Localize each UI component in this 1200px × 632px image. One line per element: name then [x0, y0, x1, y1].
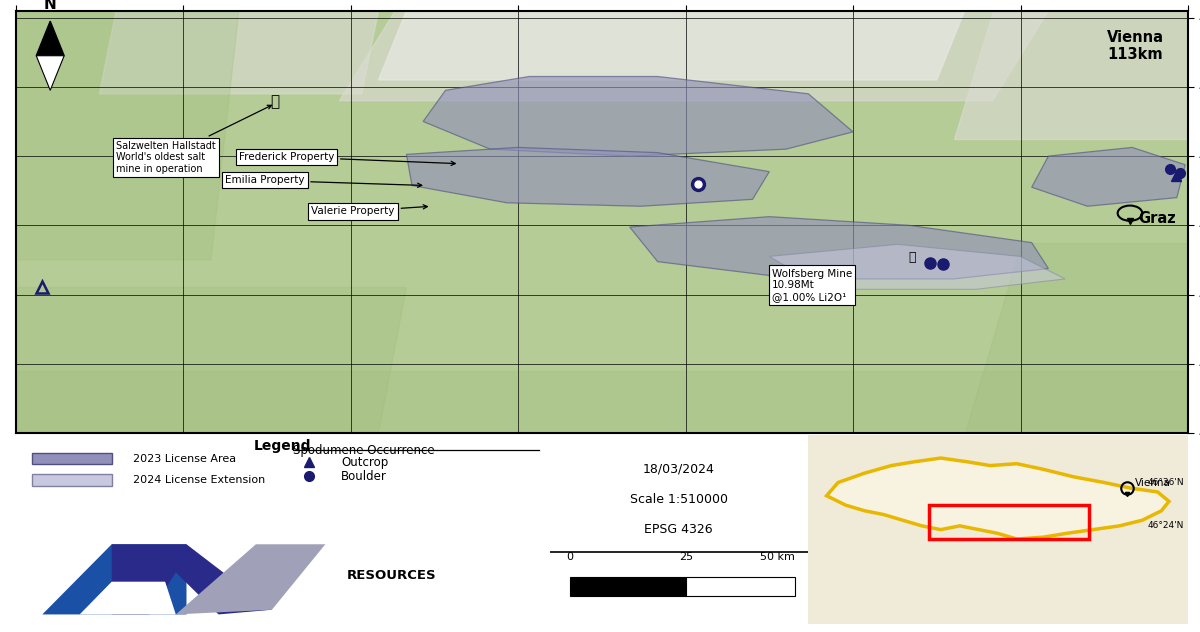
Text: Spodumene Occurrence: Spodumene Occurrence [293, 444, 434, 456]
Text: ⛏: ⛏ [271, 94, 280, 109]
Text: Valerie Property: Valerie Property [312, 205, 427, 216]
Text: Vienna
113km: Vienna 113km [1108, 30, 1164, 62]
Polygon shape [16, 370, 1199, 433]
Polygon shape [954, 11, 1199, 139]
Polygon shape [36, 56, 64, 90]
Polygon shape [827, 458, 1169, 539]
Polygon shape [79, 581, 176, 614]
FancyBboxPatch shape [31, 475, 112, 485]
Polygon shape [16, 288, 407, 433]
Text: Scale 1:510000: Scale 1:510000 [630, 493, 727, 506]
Text: Frederick Property: Frederick Property [239, 152, 455, 166]
Text: Vienna: Vienna [1135, 478, 1171, 487]
Text: 46°36'N: 46°36'N [1147, 478, 1184, 487]
Polygon shape [407, 147, 769, 206]
Text: 2024 License Extension: 2024 License Extension [133, 475, 265, 485]
Polygon shape [424, 76, 853, 156]
Polygon shape [42, 544, 186, 614]
Text: Salzwelten Hallstadt
World's oldest salt
mine in operation: Salzwelten Hallstadt World's oldest salt… [116, 106, 271, 174]
Polygon shape [769, 245, 1066, 289]
Polygon shape [16, 11, 239, 260]
Text: Legend: Legend [254, 439, 311, 453]
Polygon shape [630, 217, 1049, 279]
Bar [570, 576, 686, 595]
Text: ⛏: ⛏ [908, 251, 916, 264]
Polygon shape [176, 544, 325, 614]
FancyBboxPatch shape [31, 453, 112, 464]
Text: 0: 0 [566, 552, 574, 562]
Text: Emilia Property: Emilia Property [224, 175, 421, 187]
Polygon shape [1032, 147, 1186, 206]
Text: 46°24'N: 46°24'N [1148, 521, 1184, 530]
Polygon shape [36, 21, 64, 56]
Text: EPSG 4326: EPSG 4326 [644, 523, 713, 536]
Polygon shape [340, 11, 1049, 100]
Polygon shape [100, 11, 378, 94]
Text: Boulder: Boulder [341, 470, 388, 483]
Bar [686, 576, 794, 595]
Text: 50 km: 50 km [760, 552, 794, 562]
Text: 25: 25 [679, 552, 694, 562]
Polygon shape [378, 11, 965, 80]
Text: RESOURCES: RESOURCES [347, 569, 437, 581]
Text: 18/03/2024: 18/03/2024 [643, 463, 714, 476]
Text: 2023 License Area: 2023 License Area [133, 454, 236, 463]
Bar [929, 505, 1090, 539]
Polygon shape [112, 544, 272, 614]
Text: Outcrop: Outcrop [341, 456, 389, 469]
Text: Graz: Graz [1138, 211, 1176, 226]
Text: Wolfsberg Mine
10.98Mt
@1.00% Li2O¹: Wolfsberg Mine 10.98Mt @1.00% Li2O¹ [772, 269, 852, 301]
Polygon shape [965, 243, 1199, 433]
Text: N: N [44, 0, 56, 13]
